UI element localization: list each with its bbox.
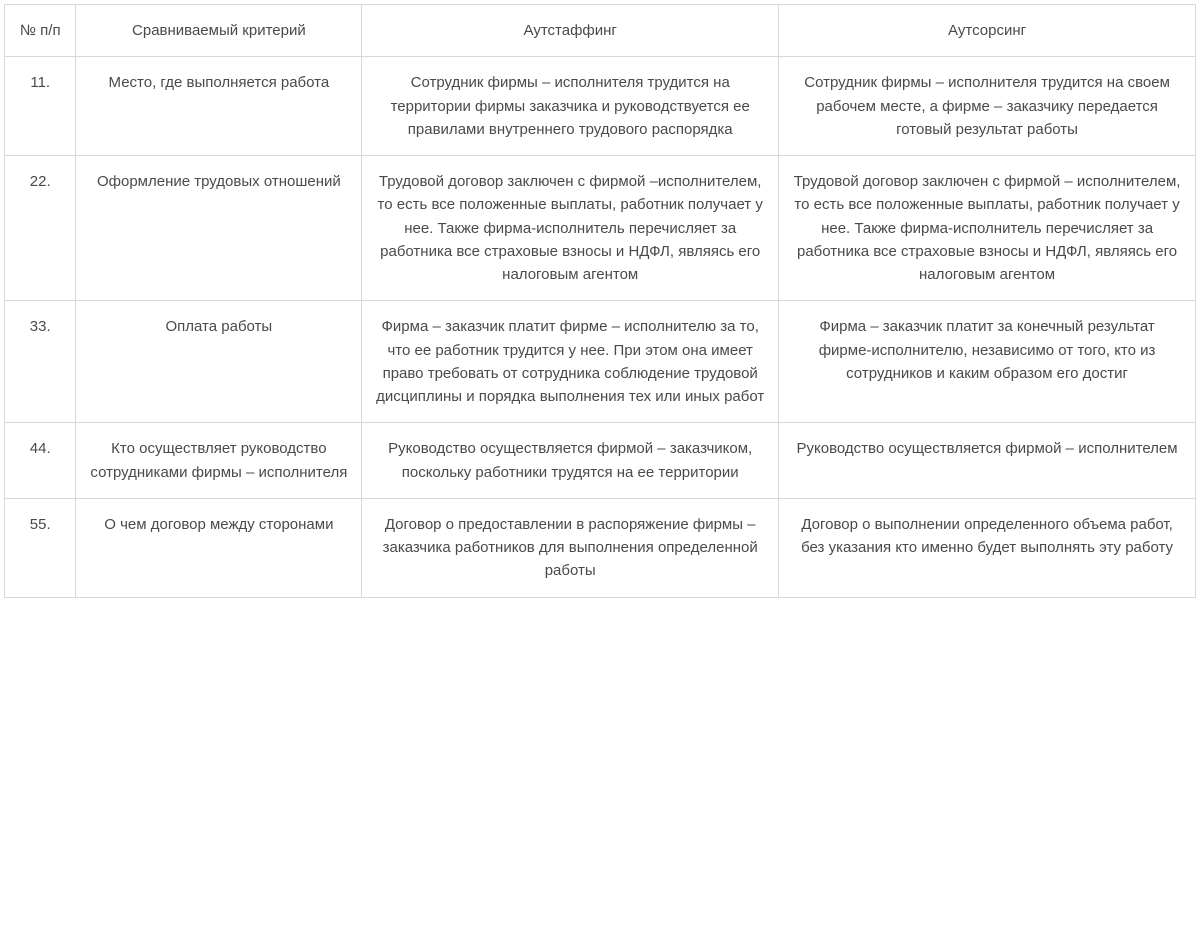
col-header-num: № п/п (5, 5, 76, 57)
cell-criterion: Место, где выполняется работа (76, 57, 362, 156)
table-row: 22. Оформление трудовых отношений Трудов… (5, 156, 1196, 301)
cell-criterion: О чем договор между сторонами (76, 498, 362, 597)
cell-criterion: Оформление трудовых отношений (76, 156, 362, 301)
table-row: 11. Место, где выполняется работа Сотруд… (5, 57, 1196, 156)
cell-num: 55. (5, 498, 76, 597)
cell-outsourcing: Руководство осуществляется фирмой – испо… (779, 423, 1196, 499)
cell-outstaffing: Договор о предоставлении в распоряжение … (362, 498, 779, 597)
cell-outstaffing: Фирма – заказчик платит фирме – исполнит… (362, 301, 779, 423)
col-header-criterion: Сравниваемый критерий (76, 5, 362, 57)
cell-criterion: Оплата работы (76, 301, 362, 423)
cell-num: 11. (5, 57, 76, 156)
cell-outsourcing: Трудовой договор заключен с фирмой – исп… (779, 156, 1196, 301)
table-row: 55. О чем договор между сторонами Догово… (5, 498, 1196, 597)
cell-outsourcing: Договор о выполнении определенного объем… (779, 498, 1196, 597)
table-header-row: № п/п Сравниваемый критерий Аутстаффинг … (5, 5, 1196, 57)
col-header-outsourcing: Аутсорсинг (779, 5, 1196, 57)
cell-num: 33. (5, 301, 76, 423)
cell-outstaffing: Сотрудник фирмы – исполнителя трудится н… (362, 57, 779, 156)
table-row: 44. Кто осуществляет руководство сотрудн… (5, 423, 1196, 499)
cell-num: 44. (5, 423, 76, 499)
table-row: 33. Оплата работы Фирма – заказчик плати… (5, 301, 1196, 423)
cell-num: 22. (5, 156, 76, 301)
cell-outstaffing: Руководство осуществляется фирмой – зака… (362, 423, 779, 499)
cell-outsourcing: Фирма – заказчик платит за конечный резу… (779, 301, 1196, 423)
comparison-table: № п/п Сравниваемый критерий Аутстаффинг … (4, 4, 1196, 598)
col-header-outstaffing: Аутстаффинг (362, 5, 779, 57)
cell-criterion: Кто осуществляет руководство сотрудникам… (76, 423, 362, 499)
cell-outsourcing: Сотрудник фирмы – исполнителя трудится н… (779, 57, 1196, 156)
table-body: 11. Место, где выполняется работа Сотруд… (5, 57, 1196, 597)
cell-outstaffing: Трудовой договор заключен с фирмой –испо… (362, 156, 779, 301)
